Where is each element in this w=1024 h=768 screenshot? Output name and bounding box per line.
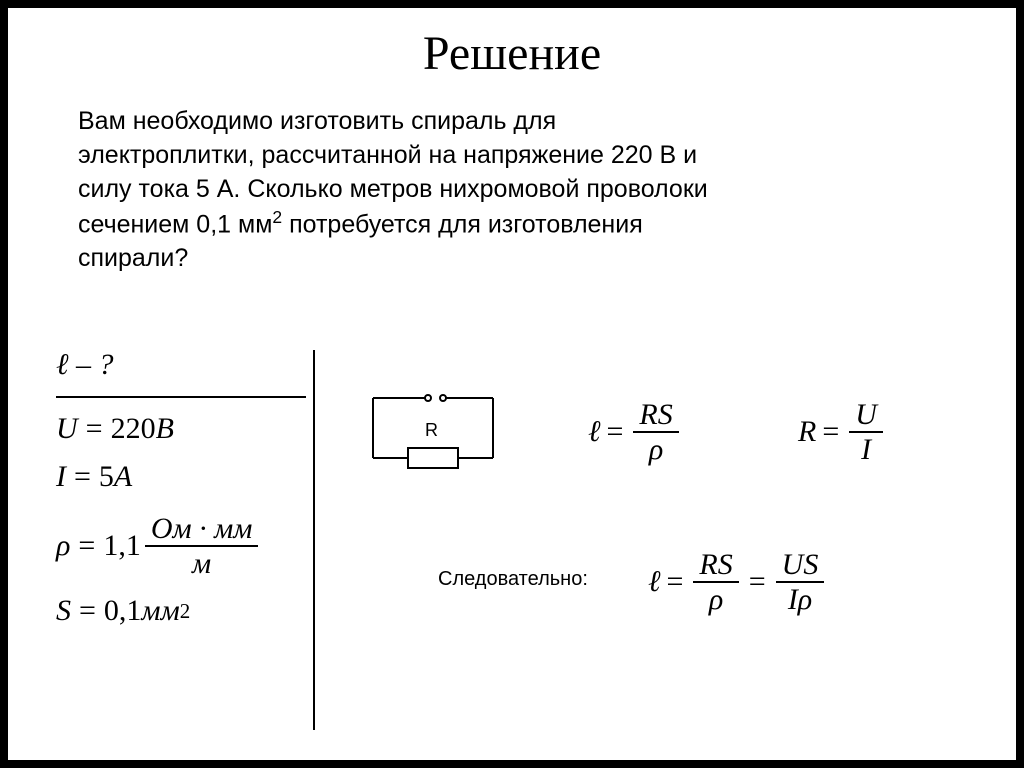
current-unit: А — [114, 460, 132, 494]
formula-length-den: ρ — [643, 433, 669, 466]
current-value: 5 — [99, 460, 114, 494]
eq-sign: = — [74, 460, 91, 494]
eq-sign: = — [86, 412, 103, 446]
therefore-label: Следовательно: — [438, 568, 588, 591]
problem-line4a: сечением 0,1 мм — [78, 211, 272, 239]
voltage-symbol: U — [56, 412, 78, 446]
voltage-row: U = 220 В — [56, 412, 316, 446]
eq-sign: = — [79, 594, 96, 628]
voltage-value: 220 — [111, 412, 156, 446]
formula-final-frac2: US Iρ — [776, 548, 825, 616]
area-value: 0,1 — [104, 594, 142, 628]
area-symbol: S — [56, 594, 71, 628]
problem-line4-sup: 2 — [272, 207, 282, 227]
eq-sign: = — [749, 565, 766, 599]
formula-final-den1: ρ — [703, 583, 729, 616]
formula-final-num2: US — [776, 548, 825, 583]
formula-length-frac: RS ρ — [633, 398, 678, 466]
eq-sign: = — [822, 415, 839, 449]
resistor-label: R — [425, 420, 438, 441]
given-block: ℓ – ? U = 220 В I = 5 А ρ = 1,1 Ом · мм … — [56, 348, 316, 642]
rho-row: ρ = 1,1 Ом · мм м — [56, 512, 316, 580]
formula-final: ℓ = RS ρ = US Iρ — [648, 548, 828, 616]
area-unit: мм — [141, 594, 179, 628]
formula-final-den2: Iρ — [782, 583, 818, 616]
formula-length-num: RS — [633, 398, 678, 433]
formula-resistance-lhs: R — [798, 415, 816, 449]
formula-final-num1: RS — [693, 548, 738, 583]
rho-unit-num: Ом · мм — [145, 512, 259, 547]
current-row: I = 5 А — [56, 460, 316, 494]
vertical-divider — [313, 350, 315, 730]
formula-length: ℓ = RS ρ — [588, 398, 683, 466]
page-title: Решение — [8, 26, 1016, 81]
problem-line4b: потребуется для изготовления — [282, 211, 643, 239]
problem-line2: электроплитки, рассчитанной на напряжени… — [78, 141, 697, 169]
formula-final-lhs: ℓ — [648, 565, 661, 599]
find-row: ℓ – ? — [56, 348, 316, 382]
voltage-unit: В — [156, 412, 174, 446]
problem-line5: спирали? — [78, 244, 188, 272]
formula-resistance-den: I — [855, 433, 877, 466]
problem-line1: Вам необходимо изготовить спираль для — [78, 107, 556, 135]
circuit-diagram: R — [353, 378, 513, 488]
area-row: S = 0,1 мм2 — [56, 594, 316, 628]
rho-unit-fraction: Ом · мм м — [145, 512, 259, 580]
given-divider — [56, 396, 306, 398]
rho-value: 1,1 — [103, 529, 141, 563]
rho-symbol: ρ — [56, 529, 70, 563]
formula-final-frac1: RS ρ — [693, 548, 738, 616]
current-symbol: I — [56, 460, 66, 494]
eq-sign: = — [667, 565, 684, 599]
eq-sign: = — [78, 529, 95, 563]
formula-resistance: R = U I — [798, 398, 887, 466]
eq-sign: = — [607, 415, 624, 449]
formula-resistance-num: U — [849, 398, 883, 433]
problem-statement: Вам необходимо изготовить спираль для эл… — [78, 105, 956, 276]
rho-unit-den: м — [186, 547, 217, 580]
problem-line3: силу тока 5 А. Сколько метров нихромовой… — [78, 175, 708, 203]
formula-length-lhs: ℓ — [588, 415, 601, 449]
area-unit-sup: 2 — [180, 599, 191, 624]
formula-resistance-frac: U I — [849, 398, 883, 466]
